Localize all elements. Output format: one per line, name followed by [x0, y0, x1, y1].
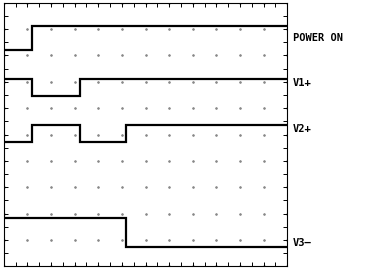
- Text: POWER ON: POWER ON: [293, 33, 343, 43]
- Text: V3–: V3–: [293, 238, 312, 247]
- Text: V2+: V2+: [293, 124, 312, 134]
- Text: V1+: V1+: [293, 78, 312, 88]
